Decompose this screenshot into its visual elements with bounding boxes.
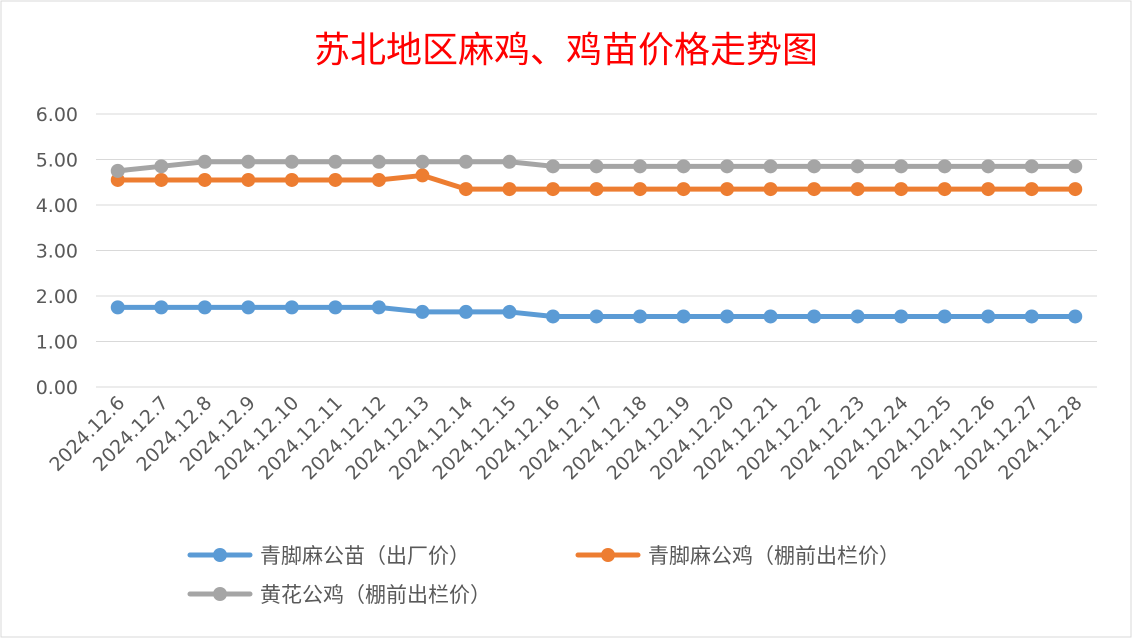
- data-point: [937, 309, 952, 324]
- series-2: [110, 168, 1083, 197]
- data-point: [894, 159, 909, 174]
- data-point: [589, 182, 604, 197]
- series-1: [110, 300, 1083, 324]
- data-point: [545, 309, 560, 324]
- data-point: [371, 154, 386, 169]
- series-3: [110, 154, 1083, 178]
- y-tick-label: 4.00: [36, 195, 78, 217]
- data-point: [807, 309, 822, 324]
- data-point: [545, 159, 560, 174]
- data-point: [850, 182, 865, 197]
- data-point: [937, 182, 952, 197]
- data-point: [110, 163, 125, 178]
- data-point: [458, 182, 473, 197]
- data-point: [241, 172, 256, 187]
- data-point: [589, 159, 604, 174]
- data-point: [197, 154, 212, 169]
- data-point: [676, 159, 691, 174]
- data-point: [763, 309, 778, 324]
- data-point: [676, 309, 691, 324]
- data-point: [415, 168, 430, 183]
- data-point: [415, 154, 430, 169]
- data-point: [415, 304, 430, 319]
- y-tick-label: 5.00: [36, 150, 78, 172]
- data-point: [1068, 309, 1083, 324]
- series-layer: [110, 154, 1083, 324]
- data-point: [1024, 182, 1039, 197]
- data-point: [284, 172, 299, 187]
- data-point: [328, 300, 343, 315]
- data-point: [720, 182, 735, 197]
- legend-swatch-marker: [213, 548, 227, 562]
- y-tick-label: 3.00: [36, 241, 78, 263]
- data-point: [1068, 159, 1083, 174]
- y-tick-label: 2.00: [36, 286, 78, 308]
- data-point: [763, 159, 778, 174]
- legend: 青脚麻公苗（出厂价） 青脚麻公鸡（棚前出栏价） 黄花公鸡（棚前出栏价）: [187, 544, 900, 607]
- data-point: [241, 154, 256, 169]
- y-tick-label: 1.00: [36, 332, 78, 354]
- legend-label: 青脚麻公苗（出厂价）: [260, 544, 470, 568]
- data-point: [1024, 309, 1039, 324]
- legend-entry: 青脚麻公鸡（棚前出栏价）: [575, 544, 900, 568]
- data-point: [981, 309, 996, 324]
- data-point: [894, 182, 909, 197]
- data-point: [502, 304, 517, 319]
- data-point: [720, 309, 735, 324]
- data-point: [720, 159, 735, 174]
- data-point: [981, 159, 996, 174]
- legend-entry: 青脚麻公苗（出厂价）: [187, 544, 470, 568]
- data-point: [937, 159, 952, 174]
- data-point: [197, 172, 212, 187]
- data-point: [676, 182, 691, 197]
- chart-title: 苏北地区麻鸡、鸡苗价格走势图: [314, 30, 818, 71]
- legend-label: 黄花公鸡（棚前出栏价）: [260, 583, 491, 607]
- data-point: [154, 172, 169, 187]
- data-point: [328, 154, 343, 169]
- data-point: [154, 159, 169, 174]
- data-point: [807, 159, 822, 174]
- data-point: [633, 309, 648, 324]
- data-point: [371, 300, 386, 315]
- y-axis-ticks: 0.00 1.00 2.00 3.00 4.00 5.00 6.00: [36, 104, 78, 399]
- data-point: [502, 154, 517, 169]
- data-point: [807, 182, 822, 197]
- data-point: [458, 304, 473, 319]
- data-point: [1068, 182, 1083, 197]
- legend-label: 青脚麻公鸡（棚前出栏价）: [648, 544, 900, 568]
- data-point: [284, 300, 299, 315]
- data-point: [981, 182, 996, 197]
- data-point: [545, 182, 560, 197]
- data-point: [328, 172, 343, 187]
- data-point: [502, 182, 517, 197]
- legend-swatch-marker: [601, 548, 615, 562]
- data-point: [371, 172, 386, 187]
- data-point: [110, 300, 125, 315]
- data-point: [154, 300, 169, 315]
- data-point: [241, 300, 256, 315]
- data-point: [894, 309, 909, 324]
- data-point: [589, 309, 604, 324]
- y-tick-label: 0.00: [36, 377, 78, 399]
- data-point: [633, 182, 648, 197]
- data-point: [1024, 159, 1039, 174]
- legend-entry: 黄花公鸡（棚前出栏价）: [187, 583, 491, 607]
- data-point: [284, 154, 299, 169]
- data-point: [633, 159, 648, 174]
- legend-swatch-marker: [213, 587, 227, 601]
- data-point: [197, 300, 212, 315]
- data-point: [458, 154, 473, 169]
- data-point: [763, 182, 778, 197]
- data-point: [850, 159, 865, 174]
- data-point: [850, 309, 865, 324]
- y-tick-label: 6.00: [36, 104, 78, 126]
